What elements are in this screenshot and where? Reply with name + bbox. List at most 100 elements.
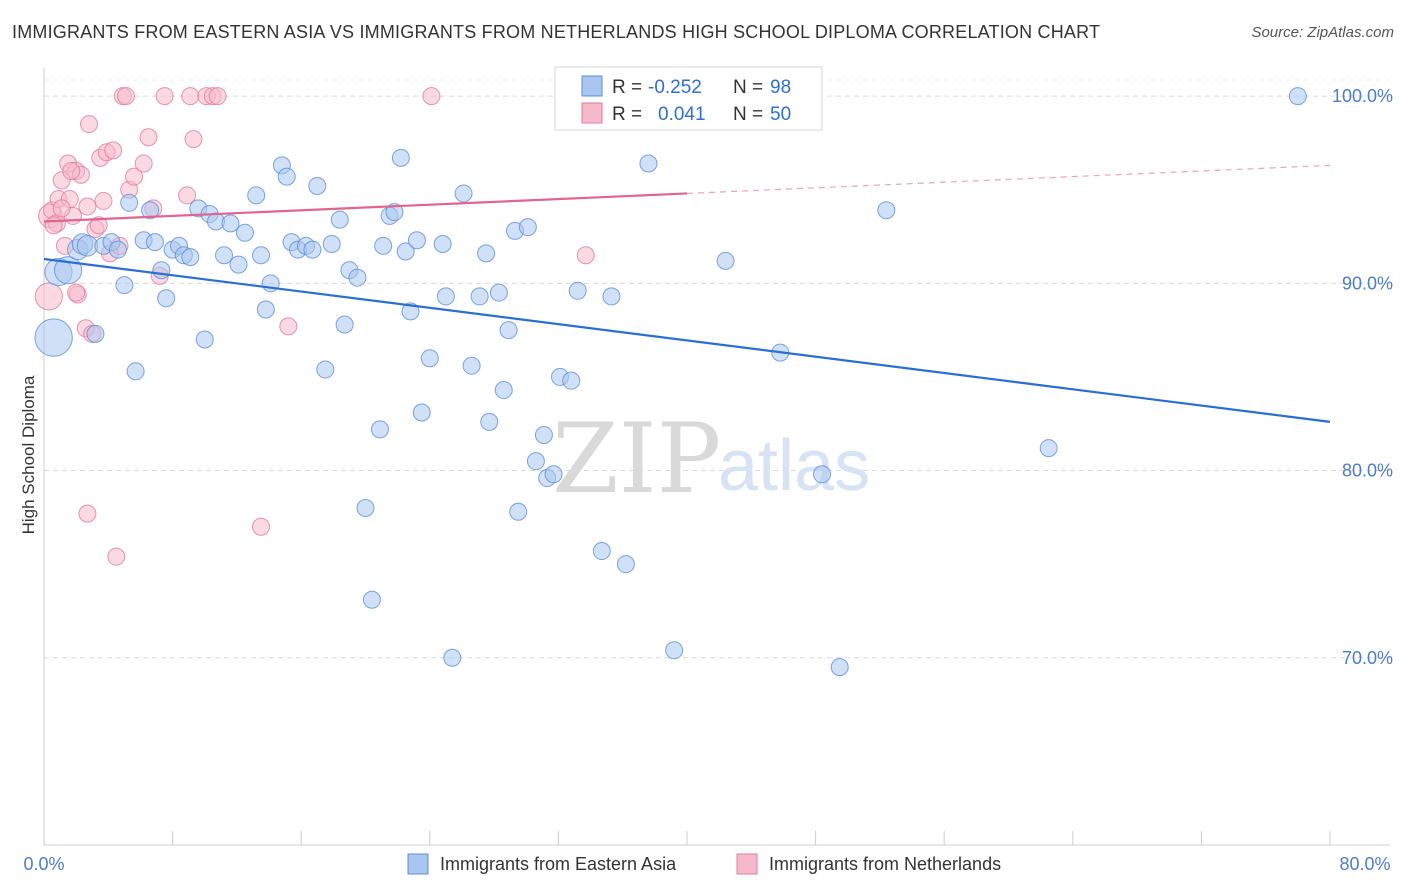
blue-point — [34, 318, 73, 357]
blue-point — [1288, 87, 1307, 106]
blue-point — [277, 167, 296, 186]
blue-trend-line — [43, 257, 1331, 423]
pink-point — [107, 547, 126, 566]
blue-point — [433, 234, 452, 253]
series-legend: Immigrants from Eastern Asia Immigrants … — [407, 853, 1001, 875]
series-legend-label-pink: Immigrants from Netherlands — [769, 854, 1001, 874]
blue-point — [534, 425, 553, 444]
legend-n-value-2: 50 — [770, 104, 791, 125]
y-axis-label: High School Diploma — [19, 375, 38, 534]
blue-point — [639, 154, 658, 173]
watermark-zip: ZIP — [552, 403, 721, 515]
blue-point — [335, 315, 354, 334]
data-points — [34, 87, 1307, 677]
pink-point — [181, 87, 200, 106]
blue-point — [229, 255, 248, 274]
blue-point — [830, 658, 849, 677]
blue-point — [499, 321, 518, 340]
blue-point — [562, 371, 581, 390]
pink-point — [178, 186, 197, 205]
blue-point — [108, 240, 127, 259]
blue-point — [443, 648, 462, 667]
blue-point — [356, 498, 375, 517]
blue-point — [396, 242, 415, 261]
pink-point — [116, 87, 135, 106]
blue-point — [391, 148, 410, 167]
blue-point — [145, 233, 164, 252]
blue-point — [436, 287, 455, 306]
pink-point — [208, 87, 227, 106]
blue-point — [330, 210, 349, 229]
y-tick-label: 100.0% — [1332, 86, 1393, 106]
blue-point — [412, 403, 431, 422]
blue-point — [813, 465, 832, 484]
blue-point — [374, 236, 393, 255]
blue-point — [592, 542, 611, 561]
pink-trend-extension — [686, 164, 1331, 195]
series-legend-swatch-blue — [407, 853, 429, 875]
blue-point — [152, 261, 171, 280]
blue-point — [509, 502, 528, 521]
pink-point — [134, 154, 153, 173]
y-tick-label: 90.0% — [1342, 273, 1393, 293]
blue-point — [256, 300, 275, 319]
chart-title: IMMIGRANTS FROM EASTERN ASIA VS IMMIGRAN… — [12, 22, 1101, 42]
blue-point — [602, 287, 621, 306]
blue-point — [480, 412, 499, 431]
pink-point — [279, 317, 298, 336]
blue-point — [235, 223, 254, 242]
blue-point — [348, 268, 367, 287]
blue-point — [126, 362, 145, 381]
pink-point — [62, 161, 81, 180]
pink-point — [422, 87, 441, 106]
legend-n-value-1: 98 — [770, 77, 791, 98]
blue-point — [115, 276, 134, 295]
blue-point — [544, 465, 563, 484]
pink-point — [78, 504, 97, 523]
blue-point — [252, 246, 271, 265]
blue-point — [420, 349, 439, 368]
pink-point — [125, 167, 144, 186]
blue-point — [407, 231, 426, 250]
y-tick-label: 70.0% — [1342, 648, 1393, 668]
blue-point — [86, 324, 105, 343]
x-tick-label-max: 80.0% — [1339, 854, 1390, 874]
blue-point — [157, 289, 176, 308]
pink-point — [44, 216, 63, 235]
legend-r-label-2: R = — [612, 104, 642, 125]
blue-point — [120, 193, 139, 212]
pink-point — [139, 128, 158, 147]
trend-lines — [43, 164, 1331, 423]
pink-point — [89, 216, 108, 235]
pink-point — [78, 197, 97, 216]
blue-point — [462, 356, 481, 375]
blue-point — [477, 244, 496, 263]
pink-point — [576, 246, 595, 265]
blue-point — [470, 287, 489, 306]
blue-point — [141, 201, 160, 220]
blue-point — [877, 201, 896, 220]
blue-point — [716, 251, 735, 270]
legend-swatch-blue — [581, 75, 603, 97]
legend-r-value-1: -0.252 — [648, 77, 702, 98]
blue-point — [370, 420, 389, 439]
blue-point — [401, 302, 420, 321]
blue-point — [221, 214, 240, 233]
correlation-legend: R = -0.252 N = 98 R = 0.041 N = 50 — [554, 66, 823, 131]
watermark-atlas: atlas — [718, 426, 870, 506]
blue-point — [316, 360, 335, 379]
pink-point — [155, 87, 174, 106]
blue-point — [181, 248, 200, 267]
blue-point — [195, 330, 214, 349]
axes — [43, 68, 1390, 846]
y-tick-label: 80.0% — [1342, 461, 1393, 481]
legend-n-label-2: N = — [733, 104, 763, 125]
blue-point — [616, 555, 635, 574]
legend-r-label-1: R = — [612, 77, 642, 98]
tick-labels: 70.0% 80.0% 90.0% 100.0% 0.0% 80.0% — [23, 86, 1393, 874]
watermark: ZIP atlas — [552, 403, 870, 515]
legend-r-value-2: 0.041 — [658, 104, 706, 125]
pink-point — [52, 199, 71, 218]
blue-point — [322, 234, 341, 253]
